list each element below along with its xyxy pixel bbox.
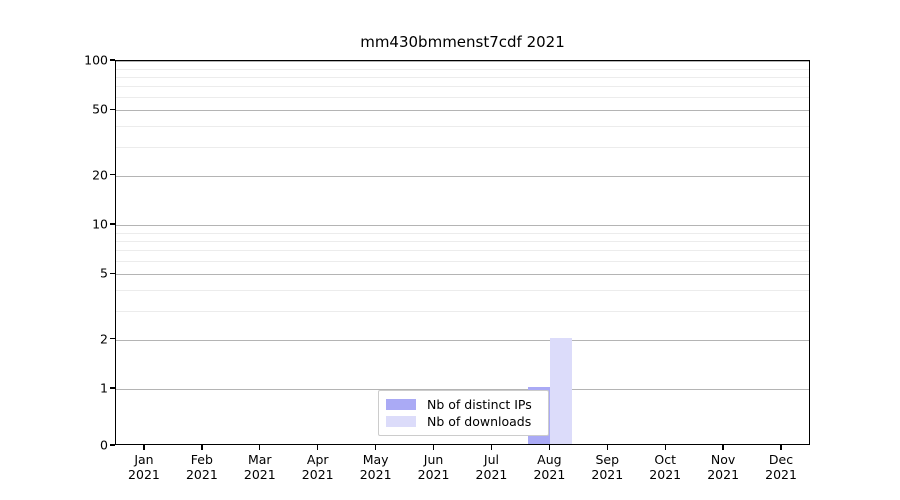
x-axis-tick-mark-apr [317, 445, 319, 450]
y-axis-tick-label-5: 5 [100, 265, 108, 281]
x-axis-tick-mark-aug [548, 445, 551, 450]
x-axis-tick-label-dec: Dec 2021 [765, 452, 797, 482]
y-axis-tick-mark-1 [110, 387, 115, 389]
gridline-minor-6 [116, 261, 809, 263]
legend-label-distinct-ips: Nb of distinct IPs [427, 397, 532, 412]
gridline-minor-90 [116, 68, 809, 70]
gridline-minor-30 [116, 146, 809, 148]
legend-item-distinct-ips[interactable]: Nb of distinct IPs [386, 396, 540, 413]
gridline-minor-8 [116, 240, 809, 242]
y-axis-tick-mark-10 [110, 223, 115, 225]
gridline-major-1 [116, 389, 809, 390]
gridline-minor-70 [116, 86, 809, 88]
chart-legend: Nb of distinct IPs Nb of downloads [378, 390, 549, 436]
y-axis-tick-mark-50 [110, 108, 115, 111]
y-axis-tick-label-2: 2 [100, 331, 108, 347]
x-axis-tick-mark-jan [143, 445, 145, 450]
x-axis-tick-label-jul: Jul 2021 [475, 452, 508, 482]
gridline-major-100 [116, 61, 809, 62]
y-axis-tick-mark-5 [110, 272, 115, 275]
y-axis-tick-mark-100 [110, 59, 115, 61]
y-axis-tick-label-10: 10 [92, 216, 108, 232]
x-axis-tick-mark-feb [201, 445, 203, 450]
x-axis-tick-mark-jul [490, 445, 493, 450]
y-axis-tick-label-0: 0 [100, 437, 108, 453]
legend-swatch-downloads [386, 416, 416, 427]
y-axis-tick-label-100: 100 [84, 52, 108, 68]
x-axis-tick-label-mar: Mar 2021 [243, 452, 276, 482]
gridline-minor-80 [116, 76, 809, 78]
gridline-minor-3 [116, 310, 809, 312]
legend-label-downloads: Nb of downloads [427, 414, 532, 429]
x-axis-tick-label-oct: Oct 2021 [649, 452, 682, 482]
gridline-minor-4 [116, 290, 809, 292]
chart-title: mm430bmmenst7cdf 2021 [360, 33, 565, 51]
x-axis-tick-mark-nov [722, 445, 724, 450]
x-axis-tick-mark-may [374, 445, 377, 450]
gridline-minor-40 [116, 126, 809, 128]
x-axis-tick-label-jan: Jan 2021 [128, 452, 160, 482]
legend-item-downloads[interactable]: Nb of downloads [386, 413, 540, 430]
gridline-major-10 [116, 225, 809, 226]
gridline-major-20 [116, 175, 809, 177]
y-axis-tick-mark-2 [110, 337, 115, 340]
gridline-major-50 [116, 110, 809, 112]
x-axis-tick-label-sep: Sep 2021 [591, 452, 624, 482]
gridline-major-5 [116, 274, 809, 276]
x-axis-tick-label-jun: Jun 2021 [417, 452, 450, 482]
x-axis-tick-mark-jun [432, 445, 435, 450]
plot-area [115, 60, 810, 445]
x-axis-tick-label-aug: Aug 2021 [533, 452, 566, 482]
x-axis-tick-label-feb: Feb 2021 [185, 452, 218, 482]
y-axis-tick-label-20: 20 [92, 167, 108, 183]
x-axis-tick-mark-oct [664, 445, 666, 450]
x-axis-tick-label-apr: Apr 2021 [301, 452, 334, 482]
y-axis-tick-label-50: 50 [92, 101, 108, 117]
bar-aug-2021-downloads [550, 337, 573, 444]
x-axis-tick-mark-dec [780, 445, 782, 450]
gridline-minor-60 [116, 97, 809, 99]
x-axis-tick-mark-mar [259, 445, 261, 450]
x-axis-tick-label-nov: Nov 2021 [707, 452, 740, 482]
y-axis-tick-mark-20 [110, 173, 115, 176]
y-axis-tick-label-1: 1 [100, 380, 108, 396]
y-axis-tick-mark-0 [110, 444, 115, 446]
x-axis-tick-label-may: May 2021 [359, 452, 392, 482]
gridline-minor-7 [116, 250, 809, 252]
gridline-minor-9 [116, 232, 809, 234]
legend-swatch-distinct-ips [386, 399, 416, 410]
gridline-major-2 [116, 339, 809, 341]
x-axis-tick-mark-sep [606, 445, 608, 450]
